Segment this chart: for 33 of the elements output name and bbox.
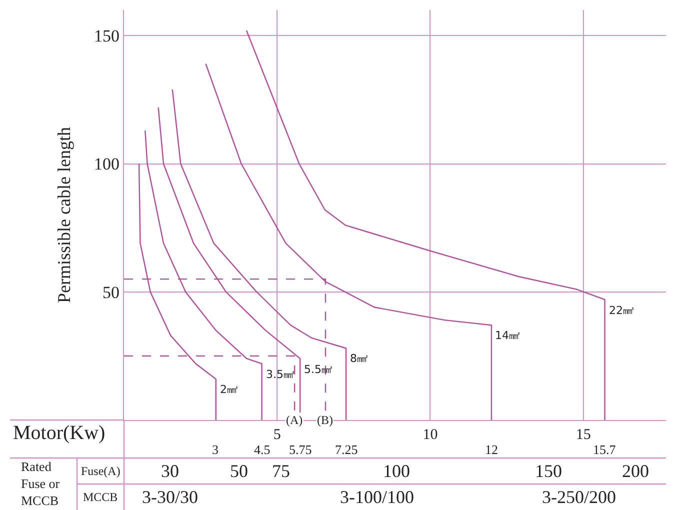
- y-tick-label: 100: [94, 154, 120, 174]
- text: MCCB: [83, 490, 118, 504]
- y-axis-title: Permissible cable length: [54, 127, 74, 303]
- series-label: 3.5㎟: [266, 368, 294, 381]
- series-label: 8㎟: [350, 352, 368, 365]
- text: 50: [230, 461, 248, 481]
- y-tick-label: 50: [102, 282, 120, 302]
- x-tick-label: 5: [273, 427, 281, 444]
- annotation: 5.75: [289, 442, 312, 457]
- text: Fuse(A): [81, 464, 120, 478]
- annotation: 15.7: [593, 442, 616, 457]
- series-label: 2㎟: [220, 383, 238, 396]
- x-axis-title: Motor(Kw): [13, 422, 106, 444]
- text: 75: [272, 461, 290, 481]
- series-label: 22㎟: [609, 304, 634, 317]
- annotation: 12: [485, 442, 498, 457]
- annotation: (B): [317, 413, 333, 427]
- annotation: (A): [286, 413, 303, 427]
- text: Rated Fuse or MCCB: [21, 459, 60, 508]
- text: 3-100/100: [340, 487, 414, 507]
- text: 3-250/200: [542, 487, 616, 507]
- annotation: 3: [212, 442, 218, 457]
- text: 3-30/30: [142, 487, 198, 507]
- x-tick-label: 10: [422, 427, 438, 444]
- x-tick-label: 15: [576, 427, 591, 444]
- text: 100: [383, 461, 410, 481]
- text: 150: [535, 461, 562, 481]
- y-tick-label: 150: [94, 26, 120, 46]
- text: 200: [622, 461, 649, 481]
- series-label: 14㎟: [495, 329, 520, 342]
- annotation: 7.25: [335, 442, 358, 457]
- text: 30: [161, 461, 179, 481]
- annotation: 4.5: [254, 442, 270, 457]
